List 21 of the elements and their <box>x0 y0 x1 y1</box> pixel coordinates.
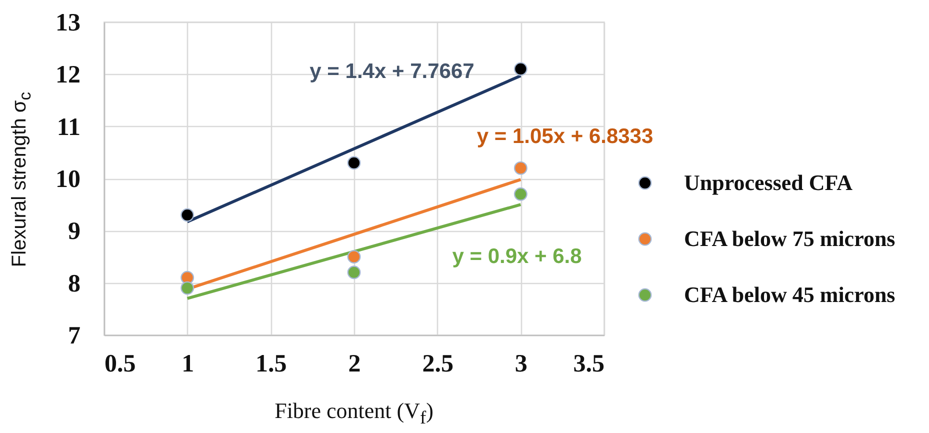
x-tick-label: 3.5 <box>573 350 604 378</box>
x-tick-label: 2 <box>348 350 361 378</box>
legend-label: CFA below 45 microns <box>684 282 896 307</box>
x-axis-title: Fibre content (V$_{f}$) <box>274 398 434 428</box>
x-tick-label: 2.5 <box>422 350 454 378</box>
x-tick-label: 1 <box>182 350 194 378</box>
y-tick-label: 8 <box>68 270 80 298</box>
y-tick-label: 13 <box>56 10 80 36</box>
x-tick-label: 3 <box>514 350 528 378</box>
annotation: y = 1.05x + 6.8333 <box>476 125 654 148</box>
legend-label: CFA below 75 microns <box>684 226 896 251</box>
x-tick-label: 0.5 <box>104 350 136 378</box>
x-tick-label: 1.5 <box>256 350 287 378</box>
y-tick-label: 10 <box>56 166 80 193</box>
annotation: y = 1.4x + 7.7667 <box>310 60 474 83</box>
y-tick-label: 7 <box>68 322 80 350</box>
y-tick-label: 9 <box>68 218 80 246</box>
annotation: y = 0.9x + 6.8 <box>452 245 582 268</box>
y-tick-label: 11 <box>56 114 80 141</box>
legend-label: Unprocessed CFA <box>684 170 853 195</box>
y-tick-label: 12 <box>56 62 80 89</box>
